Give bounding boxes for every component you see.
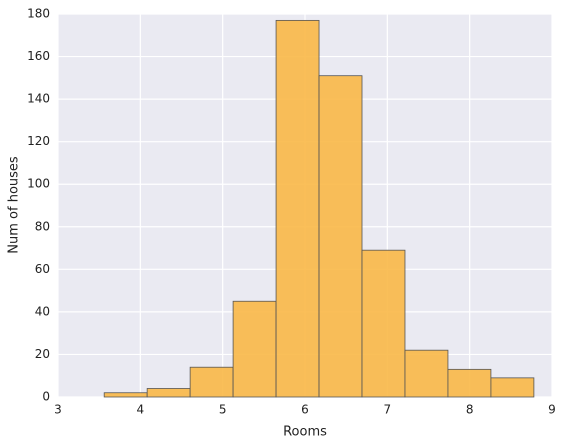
bar xyxy=(447,368,492,398)
y-tick-label: 160 xyxy=(27,49,50,63)
bar xyxy=(490,377,535,398)
x-tick-label: 5 xyxy=(219,403,227,417)
y-tick-label: 0 xyxy=(42,390,50,404)
bar xyxy=(232,300,277,398)
x-axis-label: Rooms xyxy=(283,425,327,440)
x-tick-label: 6 xyxy=(301,403,309,417)
y-tick-label: 20 xyxy=(35,347,50,361)
x-tick-label: 8 xyxy=(466,403,474,417)
x-tick-label: 4 xyxy=(137,403,145,417)
y-tick-label: 80 xyxy=(35,219,50,233)
y-tick-label: 140 xyxy=(27,92,50,106)
y-tick-label: 180 xyxy=(27,7,50,21)
x-tick-label: 3 xyxy=(54,403,62,417)
y-tick-label: 40 xyxy=(35,304,50,318)
x-tick-label: 9 xyxy=(548,403,556,417)
bar xyxy=(275,19,320,398)
y-tick-label: 120 xyxy=(27,134,50,148)
x-tick-label: 7 xyxy=(384,403,392,417)
bar xyxy=(361,249,406,398)
y-tick-label: 100 xyxy=(27,177,50,191)
bar xyxy=(189,366,234,398)
y-axis-label: Num of houses xyxy=(7,156,22,254)
bar xyxy=(318,75,363,398)
y-tick-label: 60 xyxy=(35,262,50,276)
bar xyxy=(103,392,148,398)
bar xyxy=(146,388,191,398)
bar xyxy=(404,349,449,398)
